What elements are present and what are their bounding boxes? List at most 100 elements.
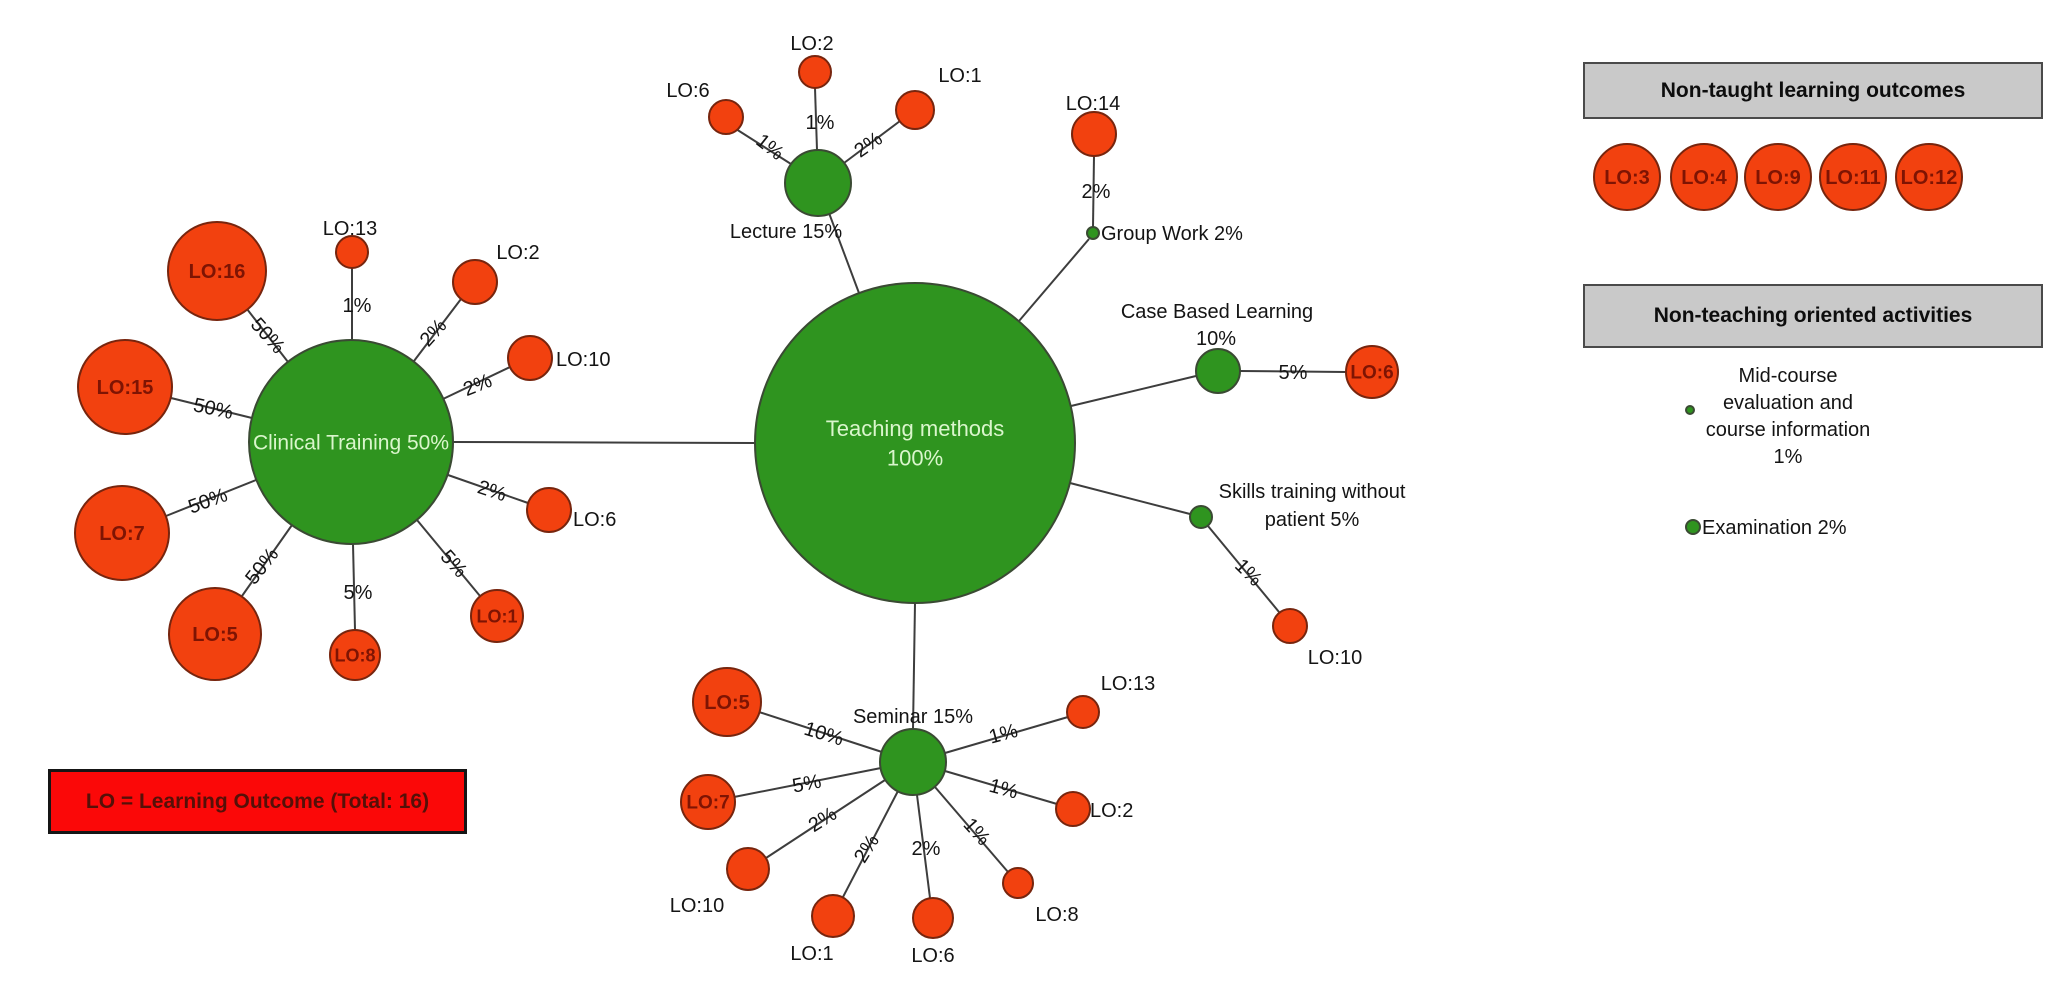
node-label-lo16-clinical: LO:16	[189, 261, 246, 283]
edge-weight-label: 2%	[850, 831, 884, 867]
edge-line	[165, 479, 257, 517]
edge-weight-label: 50%	[246, 314, 289, 359]
node-label-case-based-learning: 10%	[1196, 328, 1236, 350]
non-taught-outcome-label: LO:3	[1604, 167, 1650, 189]
edge-weight-label: 5%	[436, 546, 472, 582]
activity-dot-examination	[1685, 519, 1701, 535]
node-lo15-clinical	[77, 339, 173, 435]
node-label-lo1-lecture: LO:1	[938, 65, 981, 87]
edge-line	[828, 212, 860, 294]
node-lo5-clinical	[168, 587, 262, 681]
edge-line	[447, 474, 529, 504]
edge-line	[733, 767, 882, 798]
node-lo13-clinical	[335, 235, 369, 269]
node-clinical-training	[248, 339, 454, 545]
node-lecture	[784, 149, 852, 217]
edge-weight-label: 2%	[912, 838, 941, 860]
edge-line	[246, 308, 289, 363]
node-label-lo6-lecture: LO:6	[666, 80, 709, 102]
legend-box: LO = Learning Outcome (Total: 16)	[48, 769, 467, 834]
edge-weight-label: 2%	[805, 803, 841, 837]
edge-weight-label: 50%	[191, 394, 235, 424]
node-label-lo1-seminar: LO:1	[790, 943, 833, 965]
edge-weight-label: 2%	[460, 370, 495, 401]
edge-weight-label: 10%	[801, 718, 846, 751]
node-label-lo6-seminar: LO:6	[911, 945, 954, 967]
edge-weight-label: 1%	[343, 295, 372, 317]
node-lo2-clinical	[452, 259, 498, 305]
activity-label-mid-course-evaluation: course information	[1706, 419, 1871, 441]
edge-weight-label: 2%	[850, 128, 886, 163]
edge-line	[765, 779, 886, 859]
node-label-group-work: Group Work 2%	[1101, 223, 1243, 245]
node-label-lo10-skills: LO:10	[1308, 647, 1362, 669]
panel-non-teaching-header: Non-teaching oriented activities	[1583, 284, 2043, 348]
node-lo14-group-work	[1071, 111, 1117, 157]
node-lo2-seminar	[1055, 791, 1091, 827]
node-label-lo15-clinical: LO:15	[97, 377, 154, 399]
node-lo13-seminar	[1066, 695, 1100, 729]
non-taught-outcome-label: LO:11	[1825, 167, 1881, 189]
node-lo6-seminar	[912, 897, 954, 939]
node-label-seminar: Seminar 15%	[853, 706, 973, 728]
node-lo1-seminar	[811, 894, 855, 938]
node-seminar	[879, 728, 947, 796]
non-taught-outcome-lo12	[1895, 143, 1963, 211]
node-label-lo14-group-work: LO:14	[1066, 93, 1120, 115]
non-taught-outcome-label: LO:4	[1681, 167, 1727, 189]
node-label-clinical-training: Clinical Training 50%	[253, 431, 449, 454]
node-label-lo2-lecture: LO:2	[790, 33, 833, 55]
edge-line	[934, 786, 1009, 873]
non-taught-outcome-lo4	[1670, 143, 1738, 211]
edge-line	[944, 770, 1058, 805]
node-lo1-clinical	[470, 589, 524, 643]
edge-line	[1070, 375, 1197, 407]
edge-line	[1018, 238, 1090, 322]
node-lo10-seminar	[726, 847, 770, 891]
panel-non-taught-title: Non-taught learning outcomes	[1660, 78, 1966, 102]
node-group-work	[1086, 226, 1100, 240]
edge-line	[735, 128, 792, 165]
node-lo10-clinical	[507, 335, 553, 381]
edge-line	[944, 716, 1069, 754]
node-label-lo7-seminar: LO:7	[686, 793, 729, 814]
node-teaching-methods	[754, 282, 1076, 604]
node-lo8-clinical	[329, 629, 381, 681]
node-case-based-learning	[1195, 348, 1241, 394]
edge-line	[170, 397, 253, 419]
edge-line	[416, 519, 481, 597]
node-lo6-lecture	[708, 99, 744, 135]
node-label-teaching-methods: Teaching methods	[826, 416, 1005, 441]
node-label-case-based-learning: Case Based Learning	[1121, 301, 1313, 323]
non-taught-outcome-label: LO:12	[1901, 167, 1958, 189]
edge-weight-label: 2%	[475, 476, 509, 506]
panel-non-taught-header: Non-taught learning outcomes	[1583, 62, 2043, 119]
node-lo16-clinical	[167, 221, 267, 321]
edge-line	[442, 366, 511, 400]
node-label-skills-training: Skills training without	[1219, 481, 1406, 503]
node-label-lo13-clinical: LO:13	[323, 218, 377, 240]
edge-line	[916, 794, 931, 899]
edge-line	[241, 524, 293, 597]
node-label-skills-training: patient 5%	[1265, 509, 1360, 531]
node-lo2-lecture	[798, 55, 832, 89]
edge-line	[842, 790, 899, 898]
node-label-lo8-clinical: LO:8	[334, 645, 375, 665]
edge-weight-label: 50%	[241, 544, 283, 589]
node-label-lo10-seminar: LO:10	[670, 895, 724, 917]
node-label-teaching-methods: 100%	[887, 446, 943, 471]
node-label-lo6-clinical: LO:6	[573, 509, 616, 531]
edge-weight-label: 50%	[185, 484, 230, 518]
node-lo1-lecture	[895, 90, 935, 130]
edge-weight-label: 1%	[806, 112, 835, 134]
edge-line	[1207, 525, 1280, 613]
edge-line	[1092, 155, 1095, 228]
edge-weight-label: 1%	[987, 720, 1021, 749]
edge-line	[843, 120, 901, 164]
activity-label-mid-course-evaluation: 1%	[1774, 446, 1803, 468]
node-label-lo13-seminar: LO:13	[1101, 673, 1155, 695]
non-taught-outcome-lo11	[1819, 143, 1887, 211]
node-lo8-seminar	[1002, 867, 1034, 899]
node-label-lo5-seminar: LO:5	[704, 692, 750, 714]
